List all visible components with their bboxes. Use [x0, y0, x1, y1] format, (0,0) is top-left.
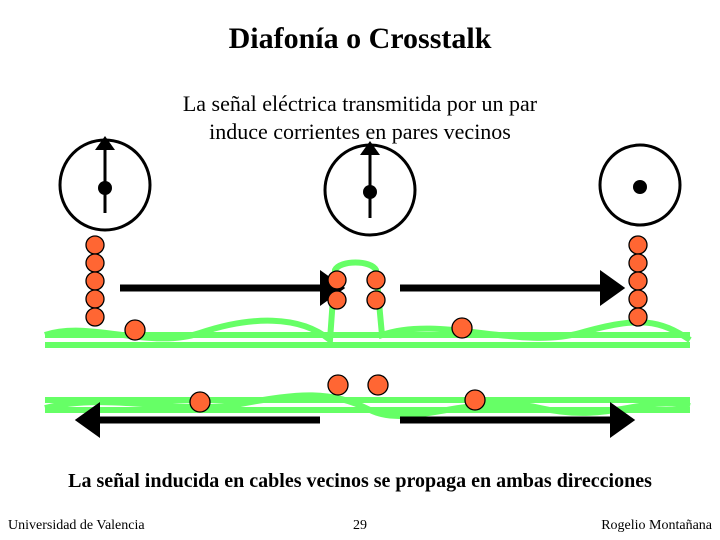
stacked-dot-1-3 [629, 290, 647, 308]
loop-dot-3 [367, 291, 385, 309]
slide: Diafonía o Crosstalk La señal eléctrica … [0, 0, 720, 540]
stacked-dot-0-1 [86, 254, 104, 272]
stacked-dot-1-0 [629, 236, 647, 254]
stacked-dot-1-4 [629, 308, 647, 326]
stacked-dot-0-0 [86, 236, 104, 254]
stacked-dot-0-4 [86, 308, 104, 326]
crosstalk-diagram [0, 0, 720, 540]
wire-dot-3 [368, 375, 388, 395]
stacked-dot-0-3 [86, 290, 104, 308]
magnifier-center-dot-0 [98, 181, 112, 195]
wire-dot-2 [328, 375, 348, 395]
loop-dot-1 [367, 271, 385, 289]
loop-dot-2 [328, 291, 346, 309]
stacked-dot-1-2 [629, 272, 647, 290]
wire-dot-0 [125, 320, 145, 340]
signal-arrow-head [600, 270, 625, 306]
stacked-dot-0-2 [86, 272, 104, 290]
wire-dot-5 [465, 390, 485, 410]
footer-right: Rogelio Montañana [601, 518, 712, 534]
magnifier-center-dot-2 [633, 180, 647, 194]
magnifier-center-dot-1 [363, 185, 377, 199]
loop-dot-0 [328, 271, 346, 289]
wire-dot-1 [452, 318, 472, 338]
wire-dot-4 [190, 392, 210, 412]
stacked-dot-1-1 [629, 254, 647, 272]
slide-caption: La señal inducida en cables vecinos se p… [0, 470, 720, 493]
